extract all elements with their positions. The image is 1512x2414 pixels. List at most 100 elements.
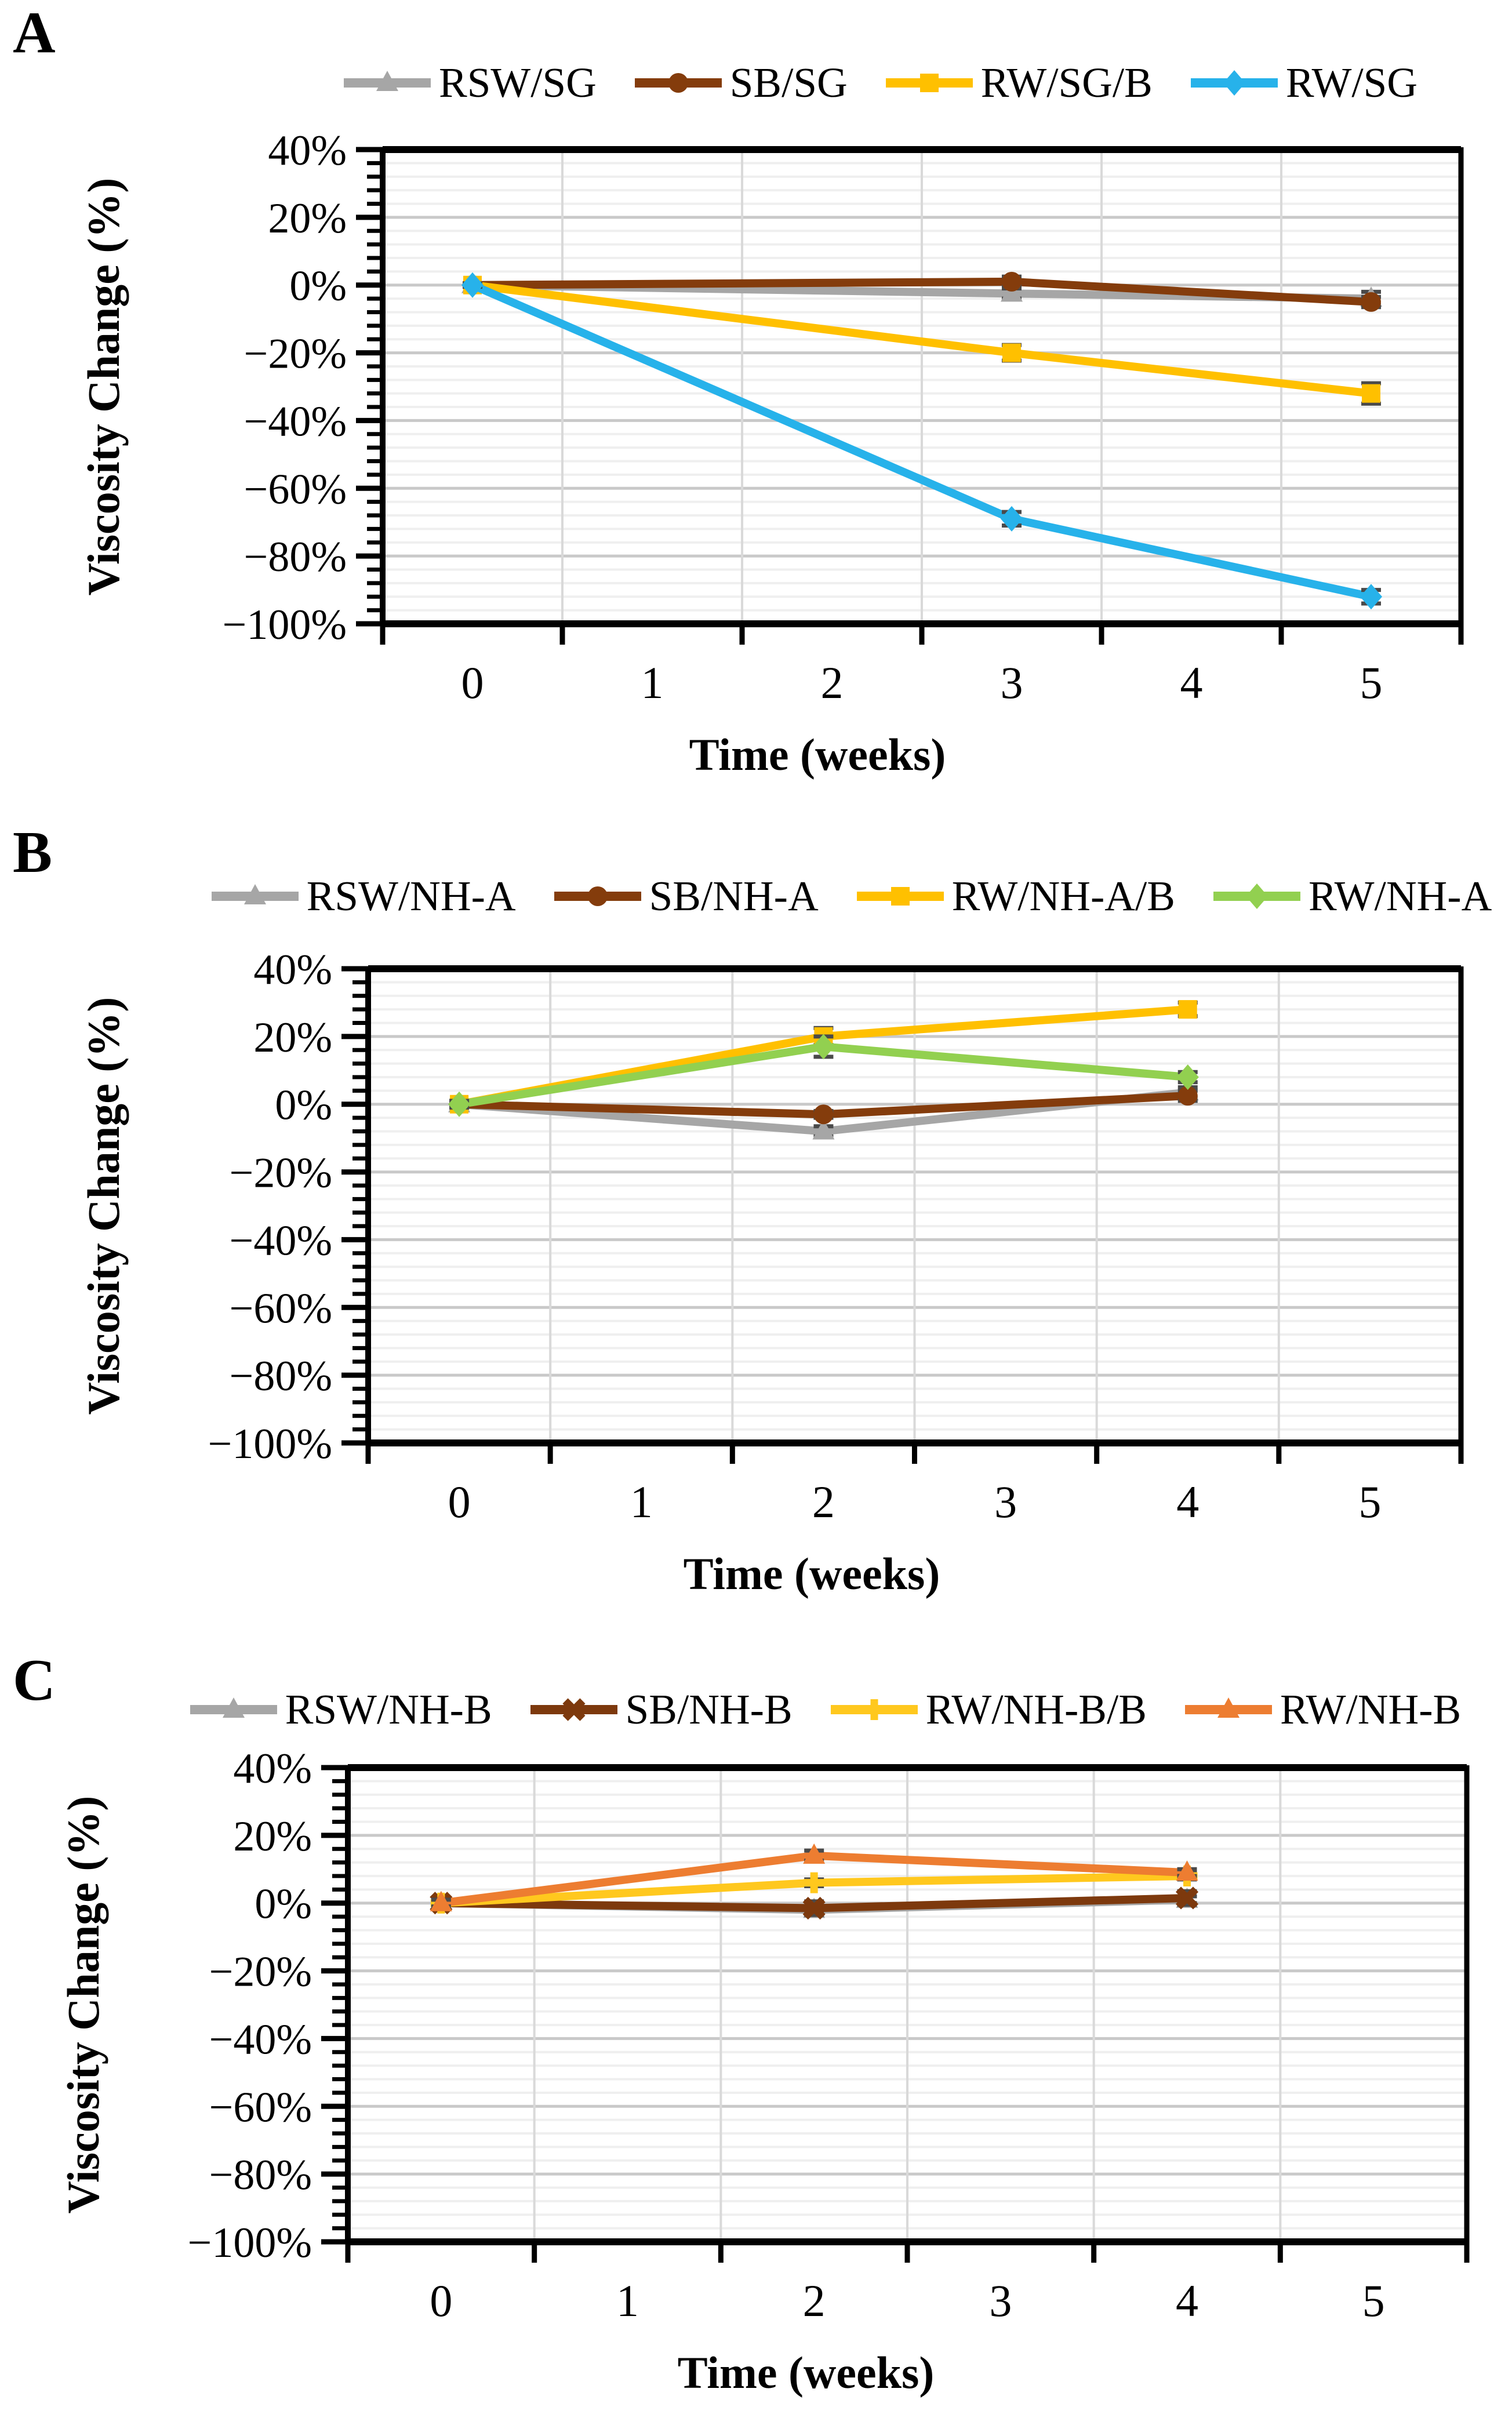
series-RW/SG (461, 272, 1382, 610)
data-point-marker-diamond (1176, 1064, 1199, 1090)
data-point-marker-triangle (1176, 1860, 1198, 1881)
data-point-marker-diamond (1360, 584, 1382, 610)
legend-square-marker-icon (856, 887, 944, 906)
data-point-marker-diamond (461, 272, 484, 298)
data-point-marker-x (1175, 1886, 1199, 1910)
legend-item-RW/SG/B: RW/SG/B (885, 59, 1153, 107)
legend-item-SB/NH-B: SB/NH-B (530, 1685, 793, 1734)
legend-plus-marker-icon (830, 1699, 918, 1720)
svg-text:0%: 0% (275, 1082, 332, 1129)
chart-panel-b: 40% 20% 0% −20% −40% −60% −80% −100% 0 1 2 3 4 5 Time … (78, 946, 1464, 1599)
data-point-marker-triangle (222, 1697, 245, 1718)
data-point-marker-triangle (243, 884, 266, 904)
data-point-marker-square (1362, 384, 1380, 403)
svg-text:20%: 20% (268, 195, 347, 242)
legend-item-RW/NH-B: RW/NH-B (1184, 1685, 1462, 1734)
svg-text:0%: 0% (289, 263, 347, 310)
legend-item-RSW/NH-A: RSW/NH-A (211, 872, 516, 921)
data-point-marker-circle (813, 1104, 834, 1125)
legend-label: RW/SG/B (980, 59, 1153, 106)
legend-label: RSW/NH-A (306, 872, 516, 919)
legend-label: RW/NH-A (1308, 872, 1492, 919)
data-point-marker-circle (1002, 271, 1022, 292)
svg-text:2: 2 (812, 1477, 835, 1527)
svg-text:Viscosity Change (%): Viscosity Change (%) (78, 997, 129, 1415)
data-point-marker-diamond (1001, 506, 1023, 532)
data-point-marker-triangle (430, 1891, 452, 1911)
legend-diamond-marker-icon (1190, 70, 1278, 96)
legend-label: RW/NH-B/B (925, 1686, 1147, 1733)
legend-triangle-marker-icon (344, 71, 431, 91)
data-point-marker-diamond (448, 1091, 471, 1117)
svg-text:−60%: −60% (209, 2084, 312, 2131)
svg-text:0: 0 (430, 2275, 452, 2326)
svg-text:−100%: −100% (223, 601, 347, 649)
svg-text:40%: 40% (233, 1745, 312, 1793)
legend-item-RW/SG: RW/SG (1190, 59, 1418, 107)
data-point-marker-x (562, 1698, 586, 1721)
svg-text:−40%: −40% (209, 2016, 312, 2063)
data-point-marker-square (919, 74, 939, 92)
svg-text:−40%: −40% (244, 398, 347, 445)
svg-text:Time (weeks): Time (weeks) (678, 2347, 935, 2398)
legend-square-marker-icon (885, 74, 973, 92)
svg-text:2: 2 (821, 657, 844, 708)
legend-x-marker-icon (530, 1698, 617, 1721)
legend-label: RW/NH-B (1280, 1686, 1462, 1733)
svg-text:5: 5 (1362, 2275, 1385, 2326)
legend-item-RW/NH-B/B: RW/NH-B/B (830, 1685, 1147, 1734)
data-point-marker-triangle (812, 1119, 835, 1140)
data-point-marker-circle (587, 886, 608, 906)
legend-triangle-marker-icon (1184, 1697, 1272, 1718)
svg-text:−80%: −80% (244, 533, 347, 581)
svg-text:−80%: −80% (209, 2151, 312, 2199)
legend-triangle-marker-icon (190, 1697, 277, 1718)
legend-item-RW/NH-A/B: RW/NH-A/B (856, 872, 1175, 921)
data-point-marker-plus (804, 1872, 825, 1893)
legend-item-SB/NH-A: SB/NH-A (554, 872, 819, 921)
data-point-marker-diamond (812, 1034, 835, 1060)
svg-text:Time (weeks): Time (weeks) (689, 729, 946, 780)
svg-text:Viscosity Change (%): Viscosity Change (%) (78, 178, 129, 596)
series-RW/NH-B (430, 1843, 1198, 1911)
svg-text:−100%: −100% (208, 1420, 332, 1468)
svg-text:4: 4 (1180, 657, 1203, 708)
svg-text:3: 3 (989, 2275, 1012, 2326)
svg-text:Viscosity Change (%): Viscosity Change (%) (58, 1796, 108, 2214)
svg-text:5: 5 (1360, 657, 1383, 708)
svg-text:5: 5 (1358, 1477, 1381, 1527)
data-point-marker-plus (863, 1699, 885, 1720)
legend-label: SB/NH-B (625, 1686, 793, 1733)
panel-letter-b: B (13, 820, 53, 885)
legend-label: RSW/SG (439, 59, 597, 106)
legend-label: RW/NH-A/B (951, 872, 1175, 919)
svg-text:40%: 40% (268, 127, 347, 174)
svg-text:0%: 0% (255, 1881, 312, 1928)
svg-text:−20%: −20% (244, 330, 347, 378)
svg-text:20%: 20% (233, 1813, 312, 1860)
series-RW/NH-A (448, 1034, 1199, 1117)
legend-circle-marker-icon (634, 73, 722, 93)
legend-item-SB/SG: SB/SG (634, 59, 848, 107)
data-point-marker-triangle (1217, 1697, 1240, 1718)
legend-circle-marker-icon (554, 886, 641, 906)
svg-text:−20%: −20% (209, 1948, 312, 1996)
svg-text:−100%: −100% (188, 2219, 312, 2267)
legend-panel-c: RSW/NH-B SB/NH-B RW/NH-B/B RW/NH-B (0, 1678, 1512, 1742)
svg-text:1: 1 (616, 2275, 639, 2326)
data-point-marker-circle (1361, 292, 1381, 312)
panel-letter-c: C (13, 1648, 56, 1713)
svg-text:20%: 20% (253, 1014, 332, 1061)
legend-panel-a: RSW/SG SB/SG RW/SG/B RW/SG (0, 51, 1512, 115)
data-point-marker-square (891, 887, 910, 906)
legend-item-RSW/SG: RSW/SG (344, 59, 597, 107)
svg-text:Time (weeks): Time (weeks) (684, 1548, 940, 1599)
svg-text:3: 3 (994, 1477, 1017, 1527)
svg-text:−40%: −40% (230, 1217, 332, 1264)
legend-label: RW/SG (1285, 59, 1418, 106)
data-point-marker-x (802, 1896, 826, 1920)
svg-text:3: 3 (1001, 657, 1023, 708)
data-point-marker-diamond (1245, 884, 1268, 909)
legend-triangle-marker-icon (211, 884, 299, 904)
